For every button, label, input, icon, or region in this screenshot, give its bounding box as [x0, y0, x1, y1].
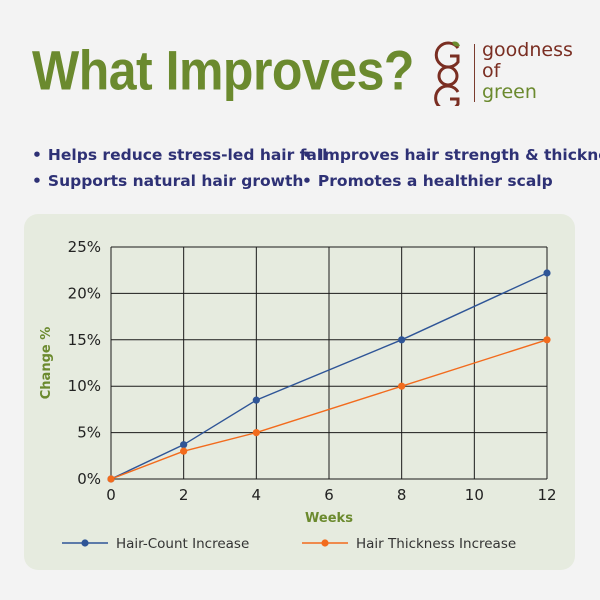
- y-tick-label: 10%: [68, 377, 101, 395]
- x-tick-label: 10: [465, 486, 484, 504]
- brand-line-1: goodness: [482, 39, 573, 61]
- benefit-text: Promotes a healthier scalp: [317, 172, 553, 190]
- data-point: [180, 447, 188, 455]
- x-tick-label: 12: [537, 486, 556, 504]
- legend-label: Hair-Count Increase: [116, 536, 249, 552]
- brand-logo: goodness of green: [428, 40, 588, 106]
- benefit-text: Improves hair strength & thickness: [317, 146, 600, 164]
- x-tick-label: 4: [252, 486, 262, 504]
- legend-label: Hair Thickness Increase: [356, 536, 516, 552]
- bullet-icon: •: [32, 146, 42, 164]
- y-tick-label: 25%: [68, 238, 101, 256]
- data-point: [252, 396, 260, 404]
- legend-marker: [81, 539, 89, 547]
- x-tick-label: 2: [179, 486, 189, 504]
- data-point: [543, 336, 551, 344]
- brand-divider: [474, 44, 475, 102]
- data-point: [543, 269, 551, 277]
- bullet-icon: •: [32, 172, 42, 190]
- x-tick-label: 6: [324, 486, 334, 504]
- page-title: What Improves?: [32, 39, 414, 102]
- benefit-item: • Helps reduce stress-led hair fall: [32, 146, 328, 164]
- data-point: [180, 441, 188, 449]
- line-chart: 0 2 4 6 8 10 12 0% 5% 10% 15% 20% 25% Weeks Change % Ha…: [39, 238, 557, 552]
- y-tick-label: 5%: [77, 424, 101, 442]
- benefit-item: • Promotes a healthier scalp: [302, 172, 553, 190]
- x-tick-label: 0: [106, 486, 116, 504]
- benefit-text: Supports natural hair growth: [47, 172, 304, 190]
- bullet-icon: •: [302, 146, 312, 164]
- chart-card: 0 2 4 6 8 10 12 0% 5% 10% 15% 20% 25% Weeks Change % Ha…: [24, 214, 575, 570]
- benefit-item: • Supports natural hair growth: [32, 172, 303, 190]
- gog-logo-icon: [434, 41, 460, 106]
- bullet-icon: •: [302, 172, 312, 190]
- y-tick-label: 20%: [68, 284, 101, 302]
- benefit-item: • Improves hair strength & thickness: [302, 146, 600, 164]
- y-tick-label: 15%: [68, 331, 101, 349]
- brand-wordmark: goodness of green: [482, 40, 573, 103]
- legend-marker: [321, 539, 329, 547]
- data-point: [398, 336, 406, 344]
- x-axis-title: Weeks: [305, 511, 353, 526]
- y-axis-title: Change %: [39, 327, 54, 400]
- y-tick-label: 0%: [77, 470, 101, 488]
- data-point: [252, 429, 260, 437]
- brand-line-3: green: [482, 81, 537, 103]
- brand-line-2: of: [482, 60, 501, 82]
- data-point: [107, 475, 115, 483]
- data-point: [398, 382, 406, 390]
- benefit-text: Helps reduce stress-led hair fall: [47, 146, 328, 164]
- x-tick-label: 8: [397, 486, 407, 504]
